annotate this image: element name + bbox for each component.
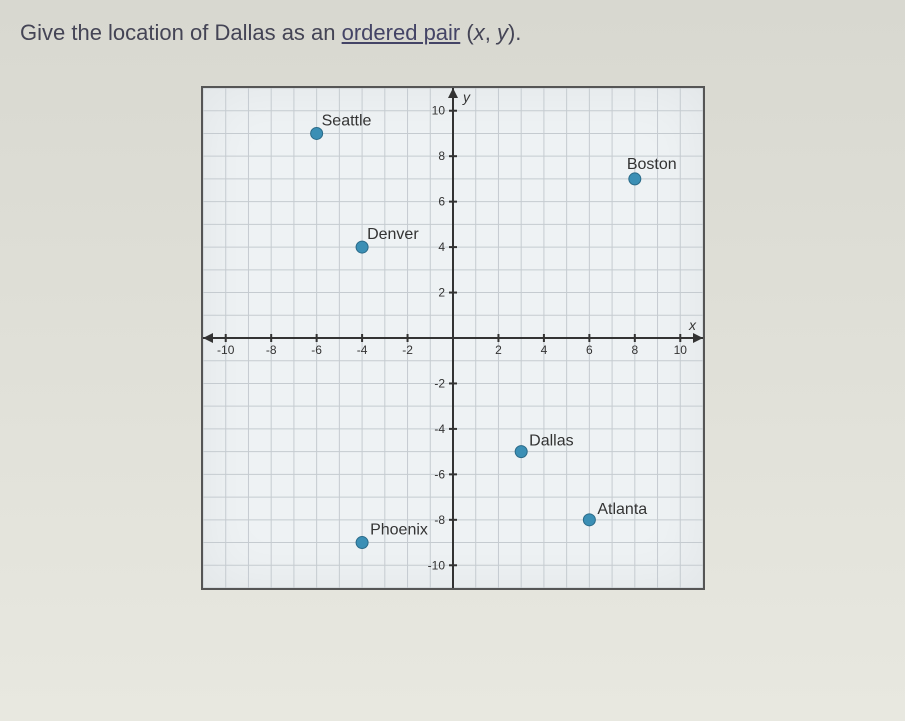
city-label-seattle: Seattle xyxy=(321,112,371,129)
y-tick-label: 8 xyxy=(438,149,445,163)
x-tick-label: -10 xyxy=(217,343,235,357)
y-tick-label: -6 xyxy=(434,467,445,481)
x-tick-label: 6 xyxy=(586,343,593,357)
coordinate-graph: -10 -8 -6 -4 -2 2 4 6 8 10 -10 -8 -6 -4 -2 2 4 6 8 10 y x Seat… xyxy=(201,86,705,590)
x-tick-label: 2 xyxy=(495,343,502,357)
y-tick-label: 10 xyxy=(431,104,445,118)
cities: Seattle Denver Boston Dallas Atlanta Phoenix xyxy=(310,112,676,548)
question-prefix: Give the location of Dallas as an xyxy=(20,20,342,45)
x-tick-label: 8 xyxy=(631,343,638,357)
x-tick-label: 10 xyxy=(673,343,687,357)
y-tick-label: -10 xyxy=(427,558,445,572)
x-tick-label: -2 xyxy=(402,343,413,357)
var-x: x xyxy=(474,20,485,45)
x-tick-label: 4 xyxy=(540,343,547,357)
graph-svg: -10 -8 -6 -4 -2 2 4 6 8 10 -10 -8 -6 -4 -2 2 4 6 8 10 y x Seat… xyxy=(203,88,703,588)
x-tick-label: -8 xyxy=(265,343,276,357)
y-tick-label: -4 xyxy=(434,422,445,436)
city-dot-dallas xyxy=(515,446,527,458)
x-axis-label: x xyxy=(688,317,697,333)
x-tick-label: -6 xyxy=(311,343,322,357)
y-tick-label: 2 xyxy=(438,286,445,300)
paren-close: ). xyxy=(508,20,521,45)
city-dot-atlanta xyxy=(583,514,595,526)
y-tick-label: 4 xyxy=(438,240,445,254)
city-label-phoenix: Phoenix xyxy=(370,522,428,539)
city-label-boston: Boston xyxy=(626,156,676,173)
y-tick-label: -8 xyxy=(434,513,445,527)
comma: , xyxy=(485,20,497,45)
paren-open: ( xyxy=(466,20,473,45)
y-axis-label: y xyxy=(462,89,471,105)
var-y: y xyxy=(497,20,508,45)
y-tick-label: -2 xyxy=(434,376,445,390)
ordered-pair-link[interactable]: ordered pair xyxy=(342,20,461,45)
question-text: Give the location of Dallas as an ordere… xyxy=(20,20,885,46)
city-dot-boston xyxy=(628,173,640,185)
x-tick-label: -4 xyxy=(356,343,367,357)
city-label-denver: Denver xyxy=(367,226,419,243)
city-label-atlanta: Atlanta xyxy=(597,501,647,518)
city-label-dallas: Dallas xyxy=(529,433,573,450)
graph-container: -10 -8 -6 -4 -2 2 4 6 8 10 -10 -8 -6 -4 -2 2 4 6 8 10 y x Seat… xyxy=(20,86,885,590)
city-dot-phoenix xyxy=(356,537,368,549)
y-tick-label: 6 xyxy=(438,195,445,209)
